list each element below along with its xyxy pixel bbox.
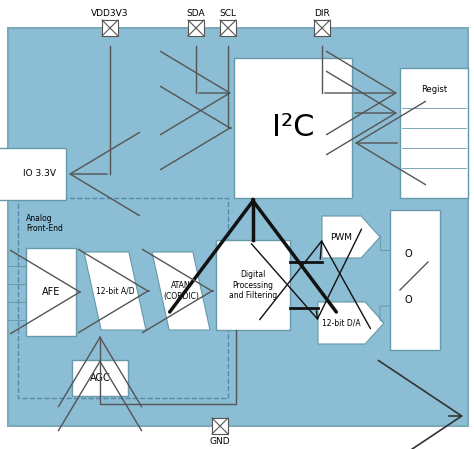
Text: O: O bbox=[404, 295, 412, 305]
Text: VDD3V3: VDD3V3 bbox=[91, 9, 129, 18]
Text: AFE: AFE bbox=[42, 287, 60, 297]
Bar bbox=[26, 248, 76, 336]
Bar bbox=[216, 240, 290, 330]
Text: GND: GND bbox=[210, 437, 230, 446]
Bar bbox=[400, 68, 468, 198]
Bar bbox=[8, 28, 468, 426]
Text: SDA: SDA bbox=[187, 9, 205, 18]
Text: Digital
Processing
and Filtering: Digital Processing and Filtering bbox=[229, 270, 277, 300]
Polygon shape bbox=[84, 252, 146, 330]
Bar bbox=[390, 210, 440, 350]
Text: PWM: PWM bbox=[330, 233, 353, 242]
Text: 12-bit A/D: 12-bit A/D bbox=[96, 286, 134, 295]
Bar bbox=[212, 418, 228, 434]
Text: Regist: Regist bbox=[421, 85, 447, 94]
Text: DIR: DIR bbox=[314, 9, 330, 18]
Text: IO 3.3V: IO 3.3V bbox=[24, 170, 56, 179]
Polygon shape bbox=[322, 216, 380, 258]
Bar bbox=[220, 20, 236, 36]
Text: AGC: AGC bbox=[90, 373, 110, 383]
Text: Analog
Front-End: Analog Front-End bbox=[26, 214, 63, 233]
Text: O: O bbox=[404, 249, 412, 259]
Bar bbox=[72, 360, 128, 396]
Text: I²C: I²C bbox=[272, 114, 314, 142]
Bar bbox=[188, 20, 204, 36]
Text: SCL: SCL bbox=[219, 9, 237, 18]
Bar bbox=[314, 20, 330, 36]
Bar bbox=[18, 198, 228, 398]
Polygon shape bbox=[152, 252, 210, 330]
Bar bbox=[0, 148, 66, 200]
Text: 12-bit D/A: 12-bit D/A bbox=[322, 318, 361, 327]
Bar bbox=[234, 58, 352, 198]
Text: ATAN
(CORDIC): ATAN (CORDIC) bbox=[163, 282, 199, 301]
Bar bbox=[102, 20, 118, 36]
Polygon shape bbox=[318, 302, 384, 344]
